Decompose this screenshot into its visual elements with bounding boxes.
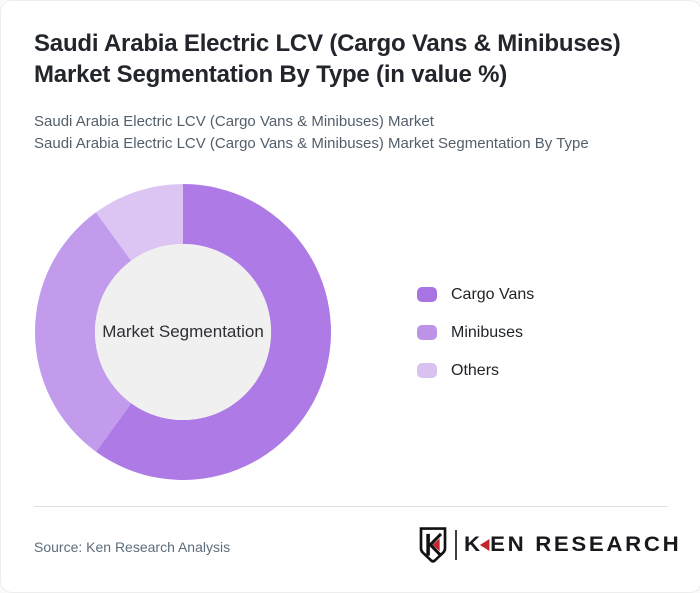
shield-k-icon — [419, 527, 447, 563]
legend-item: Cargo Vans — [417, 285, 535, 303]
donut-slice-cargo-vans — [96, 184, 332, 480]
legend-label: Minibuses — [451, 323, 524, 341]
donut-slice-minibuses — [34, 212, 132, 452]
donut-center-circle — [94, 243, 272, 421]
title-line-2: Market Segmentation By Type (in value %) — [34, 61, 507, 88]
legend-item: Minibuses — [417, 323, 534, 341]
legend-swatch — [417, 325, 437, 340]
legend: Cargo Vans Minibuses Others — [417, 285, 535, 401]
title-line-1: Saudi Arabia Electric LCV (Cargo Vans & … — [34, 30, 621, 57]
brand-word-k: K — [463, 533, 483, 556]
legend-label: Cargo Vans — [451, 285, 535, 303]
logo-divider-bar — [454, 530, 457, 560]
chart-subtitle: Saudi Arabia Electric LCV (Cargo Vans & … — [34, 111, 674, 154]
ken-research-logo: K EN RESEARCH — [417, 525, 679, 565]
legend-swatch — [417, 363, 437, 378]
legend-label: Others — [451, 361, 500, 379]
source-note: Source: Ken Research Analysis — [34, 539, 231, 555]
subtitle-line-2: Saudi Arabia Electric LCV (Cargo Vans & … — [34, 134, 589, 152]
brand-wordmark: K EN RESEARCH — [464, 533, 681, 557]
red-triangle-icon — [479, 539, 490, 551]
footer-divider — [34, 506, 668, 507]
page-title: Saudi Arabia Electric LCV (Cargo Vans & … — [34, 28, 674, 90]
legend-swatch — [417, 287, 437, 302]
donut-svg — [34, 184, 332, 480]
legend-item: Others — [417, 361, 534, 379]
brand-word-rest: EN RESEARCH — [490, 533, 682, 556]
donut-chart: Market Segmentation — [33, 182, 333, 482]
donut-slice-others — [96, 184, 183, 261]
subtitle-line-1: Saudi Arabia Electric LCV (Cargo Vans & … — [34, 113, 434, 130]
